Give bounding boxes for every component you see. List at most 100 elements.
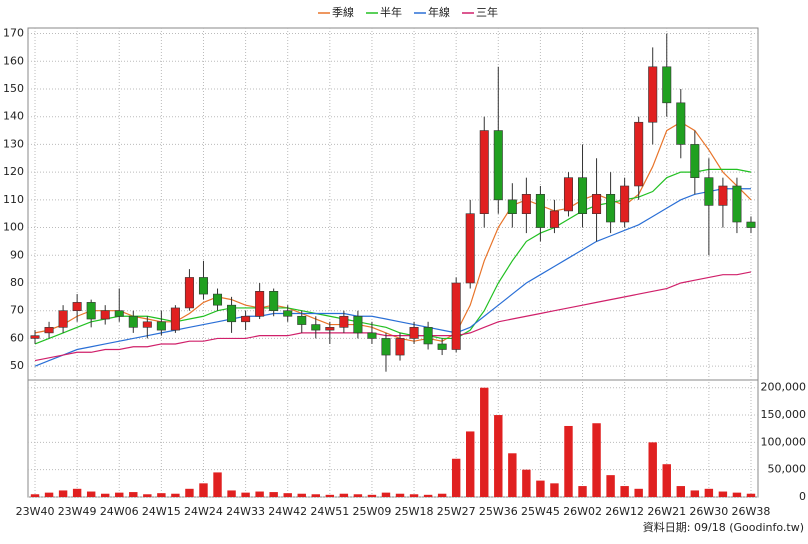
candle-body bbox=[718, 185, 728, 206]
volume-bar bbox=[522, 469, 531, 497]
x-tick-label: 24W15 bbox=[142, 505, 181, 518]
candle-body bbox=[620, 185, 630, 223]
y-tick-label: 150 bbox=[3, 82, 24, 95]
y-tick-label: 130 bbox=[3, 137, 24, 150]
y-tick-label: 90 bbox=[10, 248, 24, 261]
candle-body bbox=[30, 335, 40, 339]
candle-body bbox=[648, 66, 658, 123]
candle-body bbox=[549, 210, 559, 228]
candle-body bbox=[592, 193, 602, 215]
candle-body bbox=[339, 315, 349, 328]
plot-frame bbox=[27, 27, 759, 498]
candle-body bbox=[100, 310, 110, 320]
candle-body bbox=[563, 177, 573, 212]
candle-body bbox=[606, 193, 616, 223]
candle-body bbox=[156, 321, 166, 331]
candle-body bbox=[493, 130, 503, 201]
y-tick-label: 70 bbox=[10, 304, 24, 317]
x-tick-label: 26W30 bbox=[689, 505, 728, 518]
x-tick-label: 26W21 bbox=[647, 505, 686, 518]
candle-body bbox=[241, 315, 251, 323]
volume-bar bbox=[58, 490, 68, 497]
volume-bar bbox=[536, 480, 545, 497]
volume-bar bbox=[480, 387, 489, 497]
volume-bar bbox=[437, 493, 447, 497]
candle-body bbox=[44, 327, 54, 334]
candle-body bbox=[170, 307, 180, 331]
x-tick-label: 26W38 bbox=[732, 505, 771, 518]
x-tick-label: 25W09 bbox=[353, 505, 392, 518]
candle-body bbox=[198, 277, 208, 295]
volume-bar bbox=[395, 493, 405, 497]
candle-body bbox=[634, 121, 644, 187]
volume-bar bbox=[241, 492, 250, 497]
volume-bar bbox=[283, 493, 292, 497]
volume-bar bbox=[353, 494, 363, 497]
volume-bar bbox=[255, 491, 264, 497]
legend-label: 三年 bbox=[476, 5, 498, 19]
candle-body bbox=[732, 185, 742, 223]
volume-bar bbox=[423, 494, 433, 497]
x-tick-label: 26W02 bbox=[563, 505, 602, 518]
volume-bar bbox=[466, 431, 475, 497]
volume-bar bbox=[634, 488, 643, 497]
candle-body bbox=[213, 293, 223, 306]
volume-bar bbox=[44, 492, 54, 497]
candle-body bbox=[479, 130, 489, 215]
candle-body bbox=[114, 310, 124, 317]
volume-bar bbox=[451, 458, 461, 497]
footnote: 資料日期: 09/18 (Goodinfo.tw) bbox=[643, 520, 804, 534]
x-tick-label: 25W36 bbox=[479, 505, 518, 518]
volume-bar bbox=[550, 483, 559, 497]
candle-body bbox=[72, 302, 82, 312]
y-tick-label: 110 bbox=[3, 193, 24, 206]
volume-bar bbox=[101, 493, 110, 497]
candle-body bbox=[676, 102, 686, 145]
candle-body bbox=[255, 291, 265, 317]
candle-body bbox=[58, 310, 68, 328]
volume-bar bbox=[606, 475, 615, 497]
volume-bar bbox=[746, 493, 756, 497]
candle-body bbox=[451, 282, 461, 350]
legend-label: 季線 bbox=[332, 5, 354, 19]
y-tick-label: 100 bbox=[3, 221, 24, 234]
volume-bar bbox=[115, 492, 124, 497]
x-tick-label: 24W24 bbox=[184, 505, 223, 518]
volume-bar bbox=[171, 493, 180, 497]
volume-bar bbox=[72, 488, 82, 497]
volume-bar bbox=[157, 493, 166, 497]
legend-label: 半年 bbox=[380, 5, 402, 19]
x-tick-label: 24W33 bbox=[226, 505, 265, 518]
y2-tick-label: 200,000 bbox=[761, 381, 807, 394]
ma-line bbox=[34, 168, 752, 345]
x-tick-label: 23W40 bbox=[16, 505, 55, 518]
y-tick-label: 170 bbox=[3, 27, 24, 40]
ma-line bbox=[34, 188, 751, 367]
candle-body bbox=[325, 327, 335, 331]
candle-body bbox=[86, 302, 96, 320]
volume-bar bbox=[213, 472, 222, 497]
y-tick-label: 160 bbox=[3, 54, 24, 67]
x-tick-label: 26W12 bbox=[605, 505, 644, 518]
volume-bar bbox=[185, 488, 194, 497]
y-tick-label: 80 bbox=[10, 276, 24, 289]
volume-bar bbox=[367, 494, 377, 497]
volume-bar bbox=[409, 494, 419, 497]
y2-tick-label: 0 bbox=[799, 490, 806, 503]
candle-body bbox=[128, 315, 138, 328]
y2-tick-label: 150,000 bbox=[761, 408, 807, 421]
volume-bar bbox=[508, 453, 517, 497]
x-tick-label: 24W42 bbox=[268, 505, 307, 518]
candle-body bbox=[437, 343, 447, 350]
y-tick-label: 60 bbox=[10, 331, 24, 344]
volume-bar bbox=[325, 494, 335, 497]
volume-bar bbox=[676, 486, 685, 497]
ma-line bbox=[34, 121, 752, 342]
ma-line bbox=[34, 271, 752, 362]
volume-bar bbox=[297, 493, 306, 497]
volume-bar bbox=[227, 490, 236, 497]
y2-tick-label: 100,000 bbox=[761, 435, 807, 448]
candle-body bbox=[423, 327, 433, 345]
legend: 季線 半年 年線 三年 bbox=[318, 5, 498, 19]
